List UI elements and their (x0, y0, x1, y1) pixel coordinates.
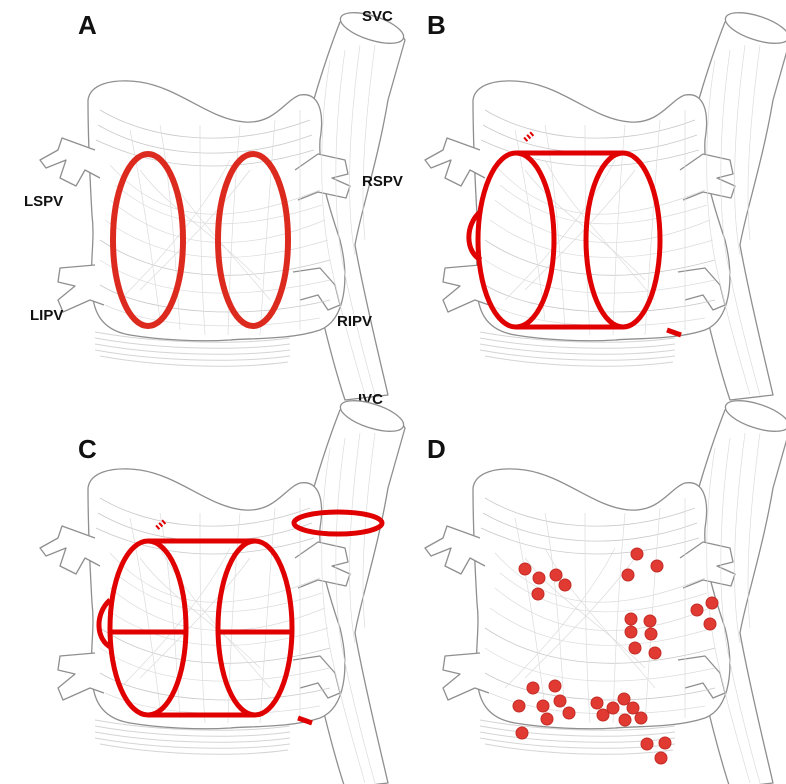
cfae-ablation-points (512, 547, 719, 765)
ablation-point (648, 646, 662, 660)
ablation-point (643, 614, 657, 628)
ablation-point (640, 737, 654, 751)
ablation-point (540, 712, 554, 726)
label-lipv: LIPV (30, 307, 63, 324)
label-ripv: RIPV (337, 313, 372, 330)
right-wide-antral-circle (215, 151, 291, 329)
ablation-point (606, 701, 620, 715)
ablation-point (532, 571, 546, 585)
ablation-point (624, 625, 638, 639)
cti-mark (297, 715, 313, 726)
mitral-isthmus-loop (96, 598, 114, 651)
ablation-point (628, 641, 642, 655)
ablation-point (526, 681, 540, 695)
ablation-point (548, 679, 562, 693)
panel-a: A SVC LSPV LIPV RSPV RIPV IVC (24, 5, 408, 408)
ablation-point (705, 596, 719, 610)
ablation-point (553, 694, 567, 708)
ablation-point (634, 711, 648, 725)
ablation-point (630, 547, 644, 561)
ablation-point (531, 587, 545, 601)
ablation-point (621, 568, 635, 582)
ablation-point (515, 726, 529, 740)
svc-isolation-ring (291, 509, 385, 537)
ablation-point (512, 699, 526, 713)
ablation-point (626, 701, 640, 715)
ablation-point (549, 568, 563, 582)
ablation-point (590, 696, 604, 710)
ablation-point (562, 706, 576, 720)
cti-mark (666, 327, 682, 338)
label-lspv: LSPV (24, 193, 63, 210)
panel-letter-d: D (427, 434, 446, 464)
ablation-point (624, 612, 638, 626)
roof-dash (155, 519, 167, 530)
label-svc: SVC (362, 8, 393, 25)
left-wide-antral-circle (110, 151, 186, 329)
ablation-point (690, 603, 704, 617)
panel-d: D (424, 393, 786, 784)
mitral-isthmus-loop (466, 210, 483, 263)
ablation-point (618, 713, 632, 727)
label-rspv: RSPV (362, 173, 403, 190)
ablation-point (518, 562, 532, 576)
roof-dash (523, 131, 535, 142)
panel-letter-a: A (78, 10, 97, 40)
ablation-point (654, 751, 668, 765)
panel-b: B (424, 5, 786, 401)
panel-c: C (39, 393, 408, 784)
ablation-point (596, 708, 610, 722)
ablation-point (536, 699, 550, 713)
panel-letter-c: C (78, 434, 97, 464)
ablation-point (650, 559, 664, 573)
ablation-point (658, 736, 672, 750)
ablation-point (703, 617, 717, 631)
ablation-point (644, 627, 658, 641)
panel-letter-b: B (427, 10, 446, 40)
ablation-point (558, 578, 572, 592)
ablation-point (617, 692, 631, 706)
